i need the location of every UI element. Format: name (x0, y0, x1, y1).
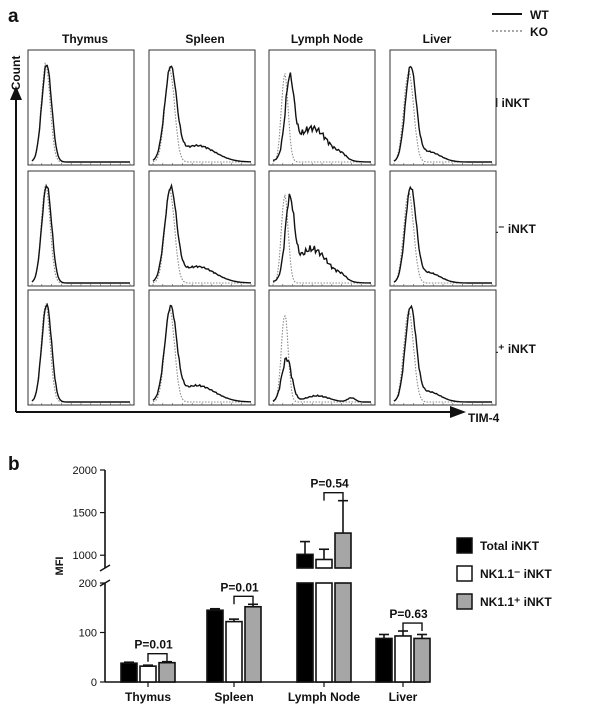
histogram-panel (389, 289, 497, 406)
wt-histogram-curve (272, 72, 371, 163)
tim4-axis-label: TIM-4 (468, 411, 500, 425)
wt-histogram-curve (393, 185, 492, 284)
histogram-grid (27, 49, 497, 406)
x-tick-label: Spleen (214, 690, 253, 704)
wt-histogram-curve (31, 302, 130, 403)
bar (394, 635, 412, 683)
col-header-lymph-node: Lymph Node (291, 32, 364, 46)
y-tick-label: 100 (79, 628, 97, 640)
histogram-frame (389, 49, 497, 166)
count-axis-label: Count (9, 56, 23, 91)
y-tick-label: 0 (91, 677, 97, 689)
legend-label: Total iNKT (480, 539, 540, 553)
histogram-panel (268, 289, 376, 406)
histogram-frame (27, 49, 135, 166)
histogram-frame (389, 170, 497, 287)
count-axis-arrowhead (10, 86, 22, 100)
significance-bracket (147, 653, 168, 662)
wt-histogram-curve (272, 193, 371, 284)
y-tick-label: 1500 (73, 508, 97, 520)
wt-histogram-curve (272, 356, 371, 403)
legend-swatch (456, 593, 473, 610)
bar (413, 637, 431, 683)
x-tick-label: Liver (389, 690, 418, 704)
ko-histogram-curve (152, 189, 251, 284)
panel-b-letter: b (8, 454, 20, 475)
wt-histogram-curve (31, 184, 130, 284)
legend-label: NK1.1⁻ iNKT (480, 567, 552, 581)
legend-wt-label: WT (530, 8, 549, 22)
ko-histogram-curve (272, 194, 371, 284)
histogram-panel (268, 49, 376, 166)
ko-histogram-curve (393, 191, 492, 284)
bar (244, 605, 262, 683)
histogram-panel (389, 170, 497, 287)
bar (158, 661, 176, 683)
wt-histogram-curve (31, 64, 130, 163)
bar (296, 553, 314, 569)
bar (334, 532, 352, 569)
p-value-label: P=0.01 (134, 638, 173, 652)
histogram-frame (27, 289, 135, 406)
significance-bracket (323, 491, 344, 501)
histogram-panel (27, 49, 135, 166)
significance-bracket (233, 595, 254, 605)
ko-histogram-curve (272, 314, 371, 403)
y-axis-label: MFI (54, 557, 66, 576)
legend-swatch (456, 537, 473, 554)
y-tick-label: 1000 (73, 550, 97, 562)
panel-a-letter: a (8, 6, 19, 27)
wt-histogram-curve (152, 304, 251, 403)
bar (334, 582, 352, 683)
histogram-panel (148, 49, 256, 166)
col-header-thymus: Thymus (62, 32, 108, 46)
histogram-panel (389, 49, 497, 166)
wt-histogram-curve (152, 65, 251, 163)
p-value-label: P=0.54 (310, 477, 349, 491)
y-tick-label: 2000 (73, 465, 97, 477)
x-tick-label: Thymus (125, 690, 171, 704)
wt-histogram-curve (152, 182, 251, 284)
bar (296, 582, 314, 683)
legend-swatch (456, 565, 473, 582)
bar-chart: 0 100 200 1000 1500 2000 MFI Thymus P=0.01 Spleen… (54, 465, 552, 704)
histogram-frame (148, 170, 256, 287)
wt-histogram-curve (393, 304, 492, 403)
bar (315, 558, 333, 569)
histogram-panel (148, 289, 256, 406)
histogram-frame (27, 170, 135, 287)
p-value-label: P=0.63 (389, 607, 428, 621)
significance-bracket (402, 622, 423, 632)
col-header-liver: Liver (423, 32, 452, 46)
histogram-panel (27, 170, 135, 287)
tim4-axis-arrowhead (450, 406, 466, 418)
histogram-panel (27, 289, 135, 406)
bar (206, 609, 224, 683)
bar (225, 620, 243, 683)
histogram-panel (268, 170, 376, 287)
histogram-frame (268, 170, 376, 287)
y-tick-label: 200 (79, 578, 97, 590)
axis-break-mark (99, 564, 111, 572)
p-value-label: P=0.01 (220, 580, 259, 594)
wt-histogram-curve (393, 65, 492, 163)
col-header-spleen: Spleen (185, 32, 224, 46)
histogram-frame (268, 49, 376, 166)
legend-ko-label: KO (530, 25, 548, 39)
bar (375, 637, 393, 683)
x-tick-label: Lymph Node (288, 690, 361, 704)
histogram-frame (389, 289, 497, 406)
histogram-frame (268, 289, 376, 406)
legend-label: NK1.1⁺ iNKT (480, 595, 552, 609)
bar (120, 662, 138, 683)
bar (315, 582, 333, 683)
histogram-panel (148, 170, 256, 287)
bar (139, 665, 157, 683)
